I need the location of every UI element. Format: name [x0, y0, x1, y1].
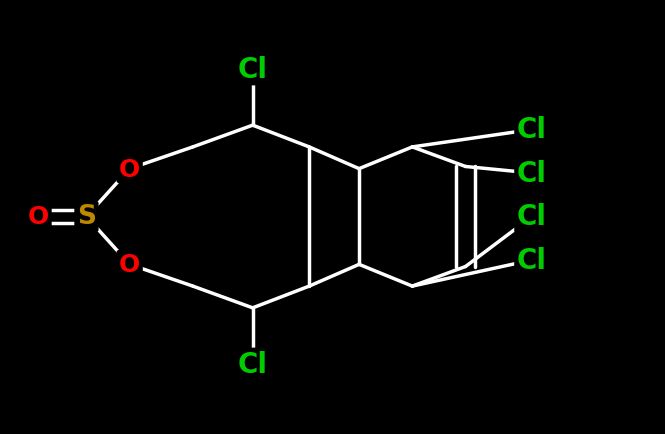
Text: O: O: [119, 253, 140, 277]
Text: Cl: Cl: [517, 116, 547, 144]
Text: Cl: Cl: [237, 56, 268, 83]
Text: O: O: [28, 205, 49, 229]
Text: Cl: Cl: [517, 203, 547, 231]
Text: O: O: [119, 157, 140, 181]
Text: Cl: Cl: [517, 247, 547, 274]
Text: Cl: Cl: [237, 351, 268, 378]
Text: S: S: [77, 204, 96, 230]
Text: Cl: Cl: [517, 160, 547, 187]
